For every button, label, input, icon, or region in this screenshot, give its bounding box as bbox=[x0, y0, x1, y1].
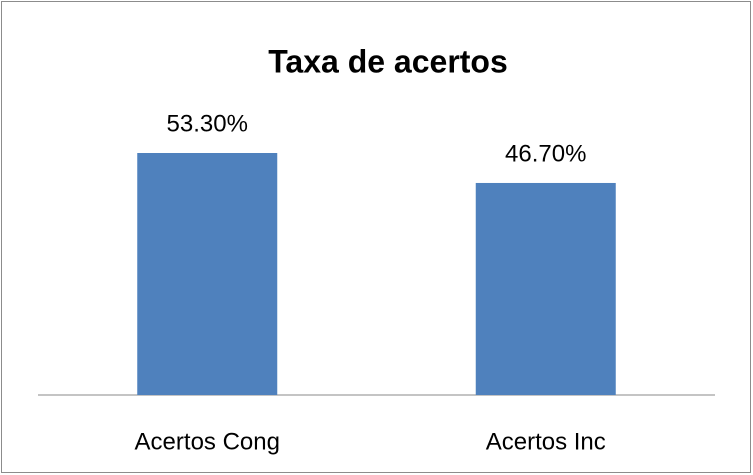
chart-title: Taxa de acertos bbox=[268, 43, 508, 79]
x-tick-label: Acertos Inc bbox=[486, 428, 606, 455]
bar bbox=[137, 153, 278, 395]
data-label: 53.30% bbox=[167, 110, 248, 137]
bar bbox=[475, 182, 616, 395]
data-label: 46.70% bbox=[505, 140, 586, 167]
x-tick-label: Acertos Cong bbox=[135, 428, 280, 455]
